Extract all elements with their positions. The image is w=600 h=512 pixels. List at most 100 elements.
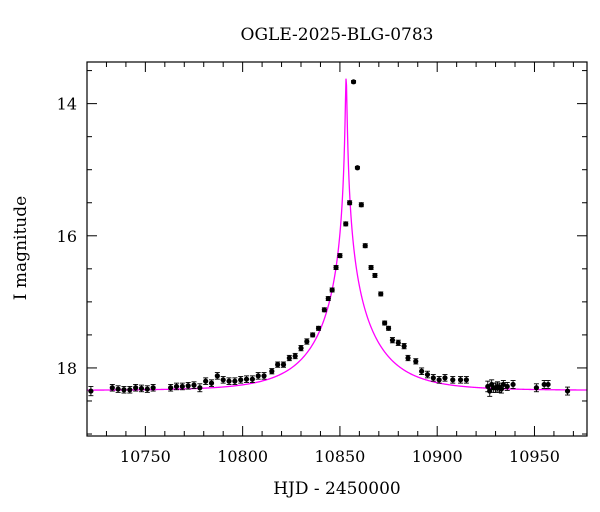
data-point xyxy=(275,361,281,368)
data-point xyxy=(269,368,275,375)
data-marker xyxy=(255,373,261,379)
x-axis-label: HJD - 2450000 xyxy=(273,479,401,499)
data-marker xyxy=(463,377,469,383)
y-tick-label: 14 xyxy=(57,95,77,114)
data-point xyxy=(255,372,261,380)
data-point xyxy=(133,384,139,392)
data-marker xyxy=(450,377,456,383)
data-marker xyxy=(405,355,411,361)
data-marker xyxy=(504,383,510,390)
data-point xyxy=(261,372,267,380)
data-point xyxy=(298,345,304,352)
data-point xyxy=(191,381,197,389)
data-point xyxy=(197,383,203,393)
data-point xyxy=(150,384,156,392)
data-marker xyxy=(275,362,281,368)
data-marker xyxy=(329,287,335,293)
data-point xyxy=(238,376,244,384)
data-point xyxy=(337,253,343,259)
data-point xyxy=(413,358,419,365)
data-point xyxy=(430,374,436,382)
data-point xyxy=(405,354,411,362)
data-point xyxy=(504,382,510,391)
data-marker xyxy=(498,386,504,392)
data-marker xyxy=(382,320,388,326)
data-marker xyxy=(510,381,516,388)
data-marker xyxy=(430,375,436,381)
data-marker xyxy=(304,338,310,345)
data-marker xyxy=(286,355,292,361)
data-marker xyxy=(214,373,220,379)
data-marker xyxy=(220,377,226,383)
y-axis-label: I magnitude xyxy=(11,196,31,300)
data-marker xyxy=(168,385,174,391)
data-marker xyxy=(127,387,133,393)
data-marker xyxy=(298,345,304,351)
data-point xyxy=(329,287,335,293)
data-marker xyxy=(232,378,238,384)
data-point xyxy=(510,380,516,389)
data-marker xyxy=(389,337,396,343)
data-marker xyxy=(261,373,267,379)
data-point xyxy=(450,376,456,384)
data-point xyxy=(232,377,238,385)
x-tick-label: 10900 xyxy=(412,447,463,466)
data-point xyxy=(457,376,464,384)
data-marker xyxy=(362,243,368,249)
data-marker xyxy=(413,358,419,364)
data-point xyxy=(173,382,180,391)
data-point xyxy=(310,332,316,338)
data-point xyxy=(442,374,448,382)
data-point xyxy=(249,375,255,383)
axis-ticks xyxy=(86,62,587,436)
data-points xyxy=(88,79,571,397)
data-marker xyxy=(292,353,298,359)
data-marker xyxy=(315,325,322,331)
x-tick-label: 10850 xyxy=(314,447,365,466)
data-point xyxy=(436,376,442,384)
data-marker xyxy=(191,382,197,388)
data-point xyxy=(350,79,357,85)
data-marker xyxy=(424,371,431,378)
data-point xyxy=(315,325,322,331)
data-marker xyxy=(226,378,232,384)
data-marker xyxy=(347,200,353,206)
data-point xyxy=(389,337,396,344)
data-point xyxy=(424,370,431,379)
data-marker xyxy=(442,375,448,381)
data-marker xyxy=(197,385,203,391)
y-tick-label: 16 xyxy=(57,227,77,246)
data-point xyxy=(292,352,298,360)
data-point xyxy=(243,375,250,383)
data-marker xyxy=(280,362,287,368)
data-marker xyxy=(395,340,401,346)
data-marker xyxy=(310,332,316,338)
data-marker xyxy=(372,272,378,279)
data-point xyxy=(354,165,361,171)
data-marker xyxy=(337,253,343,259)
data-marker xyxy=(485,383,491,390)
tick-labels: 10750 10800 10850 10900 10950 14 16 18 xyxy=(57,95,560,466)
data-marker xyxy=(269,368,275,374)
plot-frame xyxy=(86,61,588,437)
data-marker xyxy=(385,325,392,331)
model-curve xyxy=(87,78,587,391)
data-marker xyxy=(333,264,339,271)
data-point xyxy=(321,307,327,313)
data-point xyxy=(88,385,94,397)
data-marker xyxy=(138,385,145,392)
data-point xyxy=(286,354,292,362)
data-marker xyxy=(249,376,255,382)
data-point xyxy=(168,384,174,392)
data-marker xyxy=(243,376,250,382)
data-point xyxy=(121,385,127,394)
data-point xyxy=(347,200,353,206)
data-point xyxy=(208,379,215,387)
data-point xyxy=(138,384,145,393)
data-point xyxy=(419,367,425,375)
data-point xyxy=(500,380,506,389)
data-marker xyxy=(144,386,150,392)
x-tick-label: 10750 xyxy=(120,447,171,466)
data-marker xyxy=(419,368,425,374)
data-marker xyxy=(358,202,364,208)
